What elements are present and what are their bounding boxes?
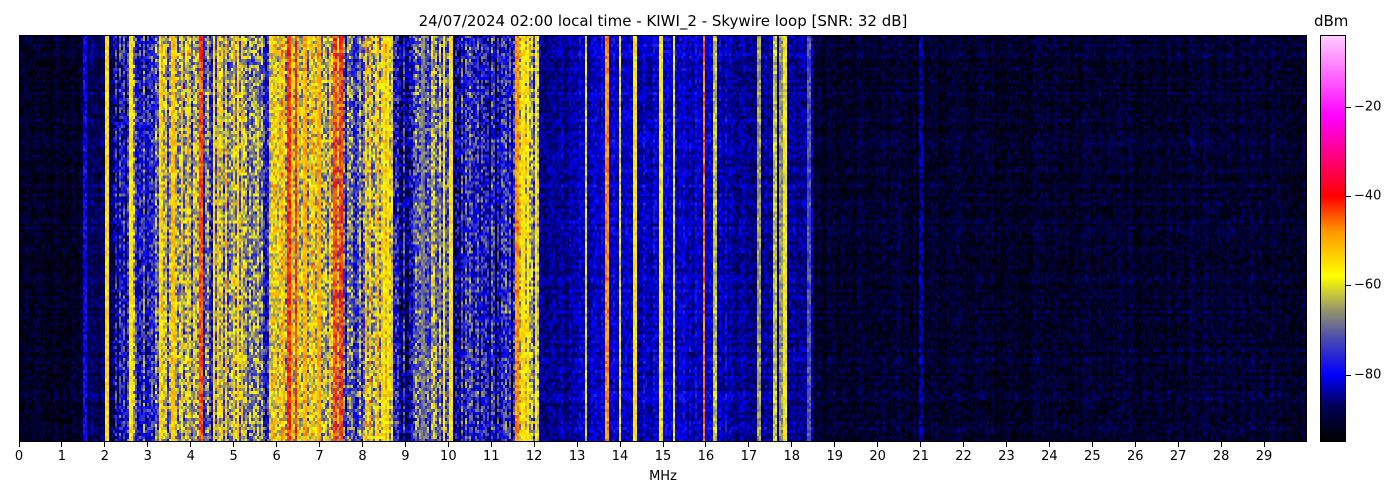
x-tick — [963, 442, 965, 447]
x-tick — [791, 442, 793, 447]
colorbar-tick-label: −60 — [1354, 277, 1382, 293]
colorbar — [1320, 35, 1346, 442]
x-tick-label: 3 — [143, 449, 152, 464]
x-tick-label: 10 — [440, 449, 457, 464]
x-tick — [61, 442, 63, 447]
x-tick — [404, 442, 406, 447]
x-tick-label: 16 — [697, 449, 715, 464]
x-tick-label: 17 — [740, 449, 758, 464]
x-tick — [1220, 442, 1222, 447]
x-tick — [276, 442, 278, 447]
x-tick-label: 22 — [955, 449, 972, 464]
x-tick-label: 26 — [1126, 449, 1144, 464]
x-tick — [447, 442, 449, 447]
x-axis-label: MHz — [649, 469, 677, 484]
x-tick-label: 7 — [315, 449, 324, 464]
x-tick-label: 2 — [100, 449, 109, 464]
x-tick-label: 21 — [912, 449, 929, 464]
x-tick-label: 20 — [869, 449, 886, 464]
colorbar-tick — [1346, 285, 1351, 287]
x-tick — [662, 442, 664, 447]
x-tick — [619, 442, 621, 447]
x-tick-label: 24 — [1041, 449, 1058, 464]
x-tick — [233, 442, 235, 447]
chart-title: 24/07/2024 02:00 local time - KIWI_2 - S… — [418, 12, 908, 30]
x-tick — [361, 442, 363, 447]
x-tick — [1263, 442, 1265, 447]
x-tick — [1177, 442, 1179, 447]
colorbar-tick-label: −40 — [1354, 188, 1382, 204]
x-tick — [748, 442, 750, 447]
colorbar-tick — [1346, 106, 1351, 108]
x-tick-label: 0 — [14, 449, 24, 464]
x-tick-label: 13 — [568, 449, 586, 464]
x-tick-label: 11 — [482, 449, 500, 464]
x-tick-label: 4 — [186, 449, 195, 464]
x-tick — [190, 442, 192, 447]
x-tick-label: 25 — [1084, 449, 1101, 464]
x-tick — [705, 442, 707, 447]
colorbar-tick-label: −20 — [1354, 99, 1382, 115]
x-tick-label: 14 — [611, 449, 629, 464]
x-tick-label: 6 — [272, 449, 281, 464]
x-tick — [877, 442, 879, 447]
colorbar-tick — [1346, 374, 1351, 376]
colorbar-label: dBm — [1314, 12, 1349, 30]
x-tick-label: 15 — [654, 449, 672, 464]
x-tick-label: 28 — [1212, 449, 1230, 464]
x-tick-label: 23 — [998, 449, 1015, 464]
colorbar-tick — [1346, 196, 1351, 197]
x-tick — [533, 442, 535, 447]
x-tick-label: 18 — [783, 449, 801, 464]
x-tick — [1134, 442, 1136, 447]
x-tick-label: 5 — [229, 449, 238, 464]
x-tick — [1091, 442, 1093, 447]
x-tick — [834, 442, 836, 447]
x-tick — [490, 442, 492, 447]
x-tick-label: 12 — [525, 449, 543, 464]
x-tick — [104, 442, 106, 447]
x-tick — [576, 442, 578, 447]
x-tick — [1048, 442, 1050, 447]
colorbar-tick-label: −80 — [1354, 367, 1382, 383]
x-tick — [18, 442, 20, 447]
plot-frame — [19, 35, 1307, 442]
x-tick-label: 1 — [57, 449, 67, 464]
waterfall-heatmap — [19, 35, 1307, 442]
x-tick-label: 9 — [401, 449, 410, 464]
x-tick-label: 8 — [358, 449, 367, 464]
x-tick — [1005, 442, 1007, 447]
x-tick — [147, 442, 149, 447]
x-tick — [920, 442, 922, 447]
x-tick-label: 27 — [1169, 449, 1187, 464]
x-tick — [319, 442, 321, 447]
x-tick-label: 29 — [1255, 449, 1273, 464]
x-tick-label: 19 — [826, 449, 843, 464]
